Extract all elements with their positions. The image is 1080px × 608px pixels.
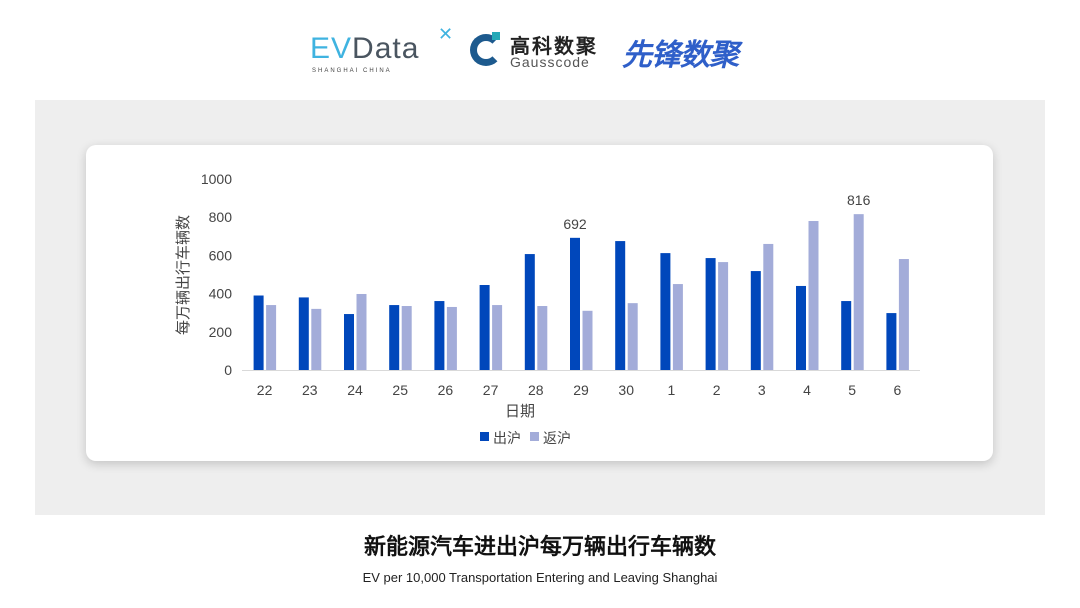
bar-out [298,297,309,370]
x-tick-label: 4 [803,382,811,398]
bar-out [886,313,897,370]
legend-label: 出沪 [493,430,521,446]
bar-out [750,271,761,370]
y-tick-label: 400 [209,286,233,302]
legend-swatch [480,432,489,441]
y-tick-label: 600 [209,247,233,263]
x-tick-label: 22 [257,382,273,398]
bar-out [615,241,626,370]
bar-out [796,285,806,370]
x-tick-label: 28 [528,382,544,398]
y-tick-label: 0 [224,362,232,378]
legend-label: 返沪 [543,430,571,446]
legend-swatch [530,432,539,441]
x-tick-label: 2 [713,382,721,398]
bar-out [660,253,671,370]
page-title: 新能源汽车进出沪每万辆出行车辆数 [363,534,716,559]
bar-return [582,310,593,370]
x-tick-label: 26 [438,382,454,398]
gausscode-mark-icon [470,34,502,66]
bar-return [266,305,277,370]
bar-return [401,306,412,370]
bar-out [841,301,852,370]
x-tick-label: 27 [483,382,499,398]
bar-return [537,306,548,370]
bar-return [311,308,322,370]
bar-return [898,259,909,370]
y-tick-label: 1000 [201,171,232,187]
bar-out [389,305,400,370]
bar-return [853,214,864,370]
y-tick-label: 200 [209,324,233,340]
x-tick-label: 23 [302,382,318,398]
y-tick-label: 800 [209,209,233,225]
bar-return [356,293,367,370]
x-tick-label: 3 [758,382,766,398]
bar-return [446,306,457,370]
evdata-logo: EVData ✕ SHANGHAI CHINA [310,24,455,74]
x-tick-label: 24 [347,382,363,398]
bar-out [344,314,354,370]
bar-return [718,262,729,370]
bar-return [492,305,503,370]
bar-return [763,243,774,370]
bar-return [672,284,683,370]
y-axis-title: 每万辆出行车辆数 [175,215,192,335]
x-tick-label: 25 [392,382,408,398]
bar-out [253,295,264,370]
data-label: 692 [563,216,587,232]
bar-return [627,303,638,370]
bar-out [705,258,716,370]
logo-bar: EVData ✕ SHANGHAI CHINA 高科数聚 Gausscode 先锋… [310,24,739,74]
x-tick-label: 5 [848,382,856,398]
x-tick-label: 29 [573,382,589,398]
bar-return [808,221,819,370]
x-tick-label: 1 [668,382,676,398]
x-axis-title: 日期 [505,403,535,420]
bar-out [524,254,535,370]
bar-out [479,285,490,370]
data-label: 816 [847,192,871,208]
bar-out [570,237,580,370]
x-tick-label: 30 [618,382,634,398]
xianfeng-logo: 先锋数聚 [622,39,739,72]
x-tick-label: 6 [894,382,902,398]
page-subtitle: EV per 10,000 Transportation Entering an… [362,570,718,585]
bar-out [434,301,445,370]
